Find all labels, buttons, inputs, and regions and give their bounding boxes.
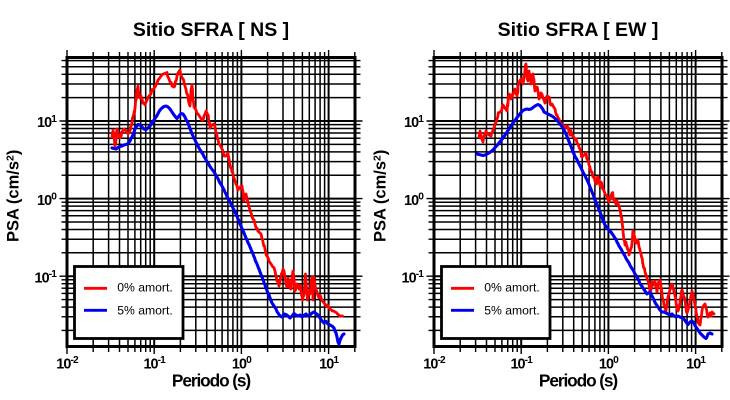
svg-text:PSA (cm/s2): PSA (cm/s2) [4, 150, 22, 242]
svg-text:Periodo (s): Periodo (s) [539, 370, 617, 390]
svg-text:5% amort.: 5% amort. [117, 303, 173, 317]
svg-text:0% amort.: 0% amort. [117, 280, 173, 294]
svg-text:0% amort.: 0% amort. [484, 280, 540, 294]
svg-text:Periodo (s): Periodo (s) [172, 370, 250, 390]
svg-text:Sitio SFRA [ NS ]: Sitio SFRA [ NS ] [133, 19, 289, 41]
svg-text:Sitio SFRA [ EW ]: Sitio SFRA [ EW ] [498, 19, 659, 41]
svg-text:5% amort.: 5% amort. [484, 303, 540, 317]
svg-text:PSA (cm/s2): PSA (cm/s2) [371, 150, 389, 242]
